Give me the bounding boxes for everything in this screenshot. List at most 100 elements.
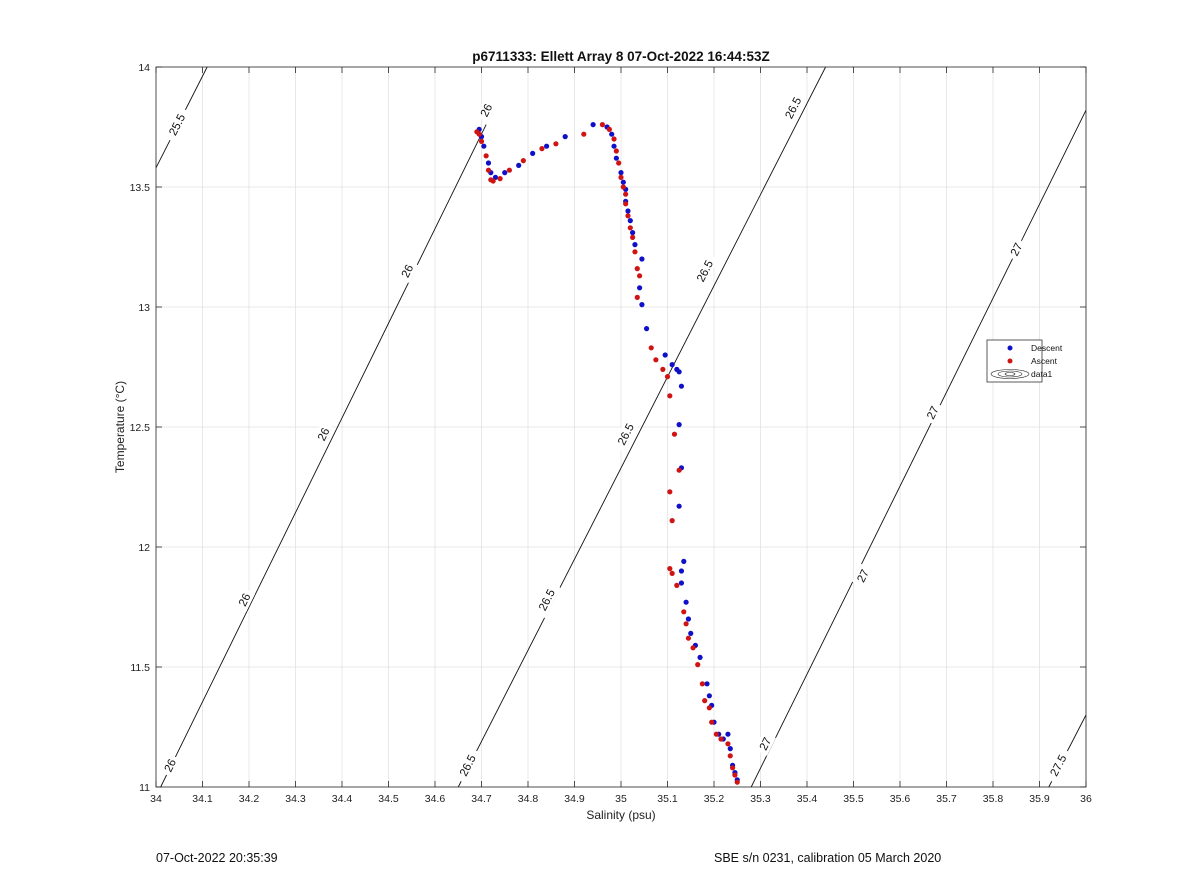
point-descent [632,242,638,248]
isopycnal-label-bg [690,252,719,290]
point-descent [618,170,624,176]
point-ascent [634,294,640,300]
point-ascent [606,126,612,132]
point-descent [639,256,645,262]
point-descent [630,230,636,236]
legend-entry-ascent: Ascent [1031,356,1058,366]
point-descent [704,681,710,687]
point-ascent [702,698,708,704]
point-descent [678,568,685,574]
point-ascent [681,609,687,615]
point-ascent [490,178,496,184]
isopycnal-label-bg [921,400,944,425]
x-tick-label: 34 [150,793,162,805]
isopycnal-line-26 [160,124,487,788]
isopycnal-label-bg [1005,237,1027,262]
footer-timestamp: 07-Oct-2022 20:35:39 [156,851,278,865]
point-ascent [616,160,622,166]
x-tick-label: 34.6 [425,793,446,805]
legend-entry-descent: Descent [1031,343,1063,353]
isopycnal-line-27 [750,110,1087,788]
point-ascent [625,213,631,219]
point-descent [662,352,668,358]
point-descent [678,580,685,586]
point-ascent [623,191,629,197]
point-ascent [539,146,545,152]
point-ascent [618,174,624,180]
isopycnal-label-bg [532,581,561,619]
isopycnal-label: 26 [163,757,179,774]
point-descent [485,160,492,166]
data-points [474,122,740,785]
point-descent [669,362,675,368]
point-ascent [627,225,633,231]
isopycnal-label: 27 [1009,241,1025,258]
y-tick-label: 14 [138,62,150,74]
point-descent [681,558,687,565]
point-ascent [732,772,738,778]
point-descent [678,383,685,389]
isopycnal-label-bg [475,98,497,123]
x-axis-label: Salinity (psu) [586,808,655,822]
isopycnal-label-bg [162,106,191,143]
legend-marker-descent [1007,345,1013,351]
point-ascent [725,741,731,747]
point-descent [697,654,703,661]
isopycnal-label-bg [611,415,640,453]
x-tick-label: 35 [615,793,627,805]
point-ascent [690,645,696,651]
point-ascent [611,136,617,142]
point-descent [627,218,633,224]
point-ascent [630,234,636,240]
point-ascent [676,467,682,473]
point-descent [562,134,568,140]
point-ascent [706,705,712,711]
point-descent [502,170,508,176]
x-tick-label: 35.3 [750,793,771,805]
footer-calibration: SBE s/n 0231, calibration 05 March 2020 [714,851,942,865]
point-descent [481,143,487,149]
point-ascent [709,719,715,725]
point-ascent [669,570,675,577]
point-descent [516,162,522,168]
point-descent [676,369,682,375]
point-ascent [648,345,654,351]
point-descent [639,302,645,308]
point-descent [683,599,689,605]
point-ascent [730,765,736,771]
point-descent [685,616,692,622]
point-descent [706,693,712,699]
x-tick-label: 34.2 [239,793,260,805]
x-tick-label: 35.9 [1029,793,1050,805]
point-ascent [632,249,638,255]
point-ascent [623,201,629,207]
isopycnal-label-bg [312,422,335,447]
x-tick-label: 35.6 [890,793,911,805]
point-ascent [727,753,733,759]
point-ascent [483,153,489,159]
point-descent [613,155,619,161]
point-ascent [667,489,673,495]
point-descent [625,208,631,214]
point-descent [590,122,596,128]
isopycnal-label-bg [852,563,874,588]
point-ascent [653,357,659,363]
point-ascent [520,158,526,164]
isopycnal-line-26-5 [457,66,827,788]
point-ascent [713,731,719,737]
isopycnal-label: 26 [237,592,253,609]
point-ascent [671,431,678,437]
x-tick-label: 34.5 [378,793,399,805]
x-tick-label: 34.9 [564,793,585,805]
isopycnal-label: 26 [400,263,416,280]
isopycnal-label: 26 [316,426,332,443]
point-ascent [581,131,587,137]
point-ascent [553,141,559,147]
isopycnal-label-bg [159,753,181,778]
point-ascent [664,374,671,380]
point-ascent [667,393,673,399]
point-ascent [634,266,640,272]
isopycnal-label-bg [396,258,418,284]
point-descent [544,143,550,149]
point-ascent [699,681,705,687]
